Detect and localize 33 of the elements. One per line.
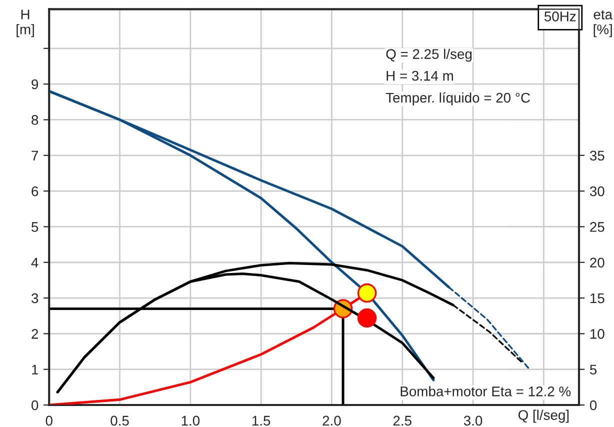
y2-tick-label: 0: [590, 400, 597, 410]
y-tick-label: 2: [32, 329, 38, 339]
y2-tick-label: 25: [590, 222, 604, 232]
x-tick-label: 3.0: [464, 416, 482, 426]
annotation: Q = 2.25 l/seg: [386, 48, 472, 62]
annotation: Temper. líquido = 20 °C: [386, 92, 530, 106]
x-tick-label: 1.0: [182, 416, 200, 426]
y-tick-label: 8: [32, 115, 38, 125]
x-tick-label: 0: [46, 416, 52, 426]
y2-tick-label: 30: [590, 186, 604, 196]
x-tick-label: 2.5: [393, 416, 412, 426]
chart-title: 50Hz: [544, 12, 576, 22]
y-tick-label: 6: [32, 186, 38, 196]
y-tick-label: 9: [32, 79, 38, 90]
y-tick-label: 1: [32, 364, 38, 374]
x-axis-title: Q [l/seg]: [518, 410, 569, 423]
x-tick-label: 0.5: [110, 416, 129, 426]
y2-tick-label: 35: [590, 150, 604, 161]
y-tick-label: 7: [32, 150, 38, 160]
y-tick-label: 0: [32, 400, 38, 410]
y-tick-label: 3: [32, 293, 38, 304]
y2-tick-label: 15: [590, 294, 604, 304]
x-tick-label: 2.0: [322, 416, 341, 426]
y-tick-label: 4: [31, 258, 38, 268]
y2-axis-title: eta [%]: [594, 10, 612, 38]
annotation: H = 3.14 m: [386, 70, 453, 81]
y2-tick-label: 20: [590, 258, 604, 268]
y-tick-label: 5: [32, 222, 38, 232]
annotation: Bomba+motor Eta = 12.2 %: [400, 386, 571, 396]
y-axis-title: H [m]: [16, 10, 34, 38]
x-tick-label: 1.5: [252, 416, 270, 426]
y2-tick-label: 5: [590, 364, 597, 375]
y2-tick-label: 10: [590, 329, 604, 339]
